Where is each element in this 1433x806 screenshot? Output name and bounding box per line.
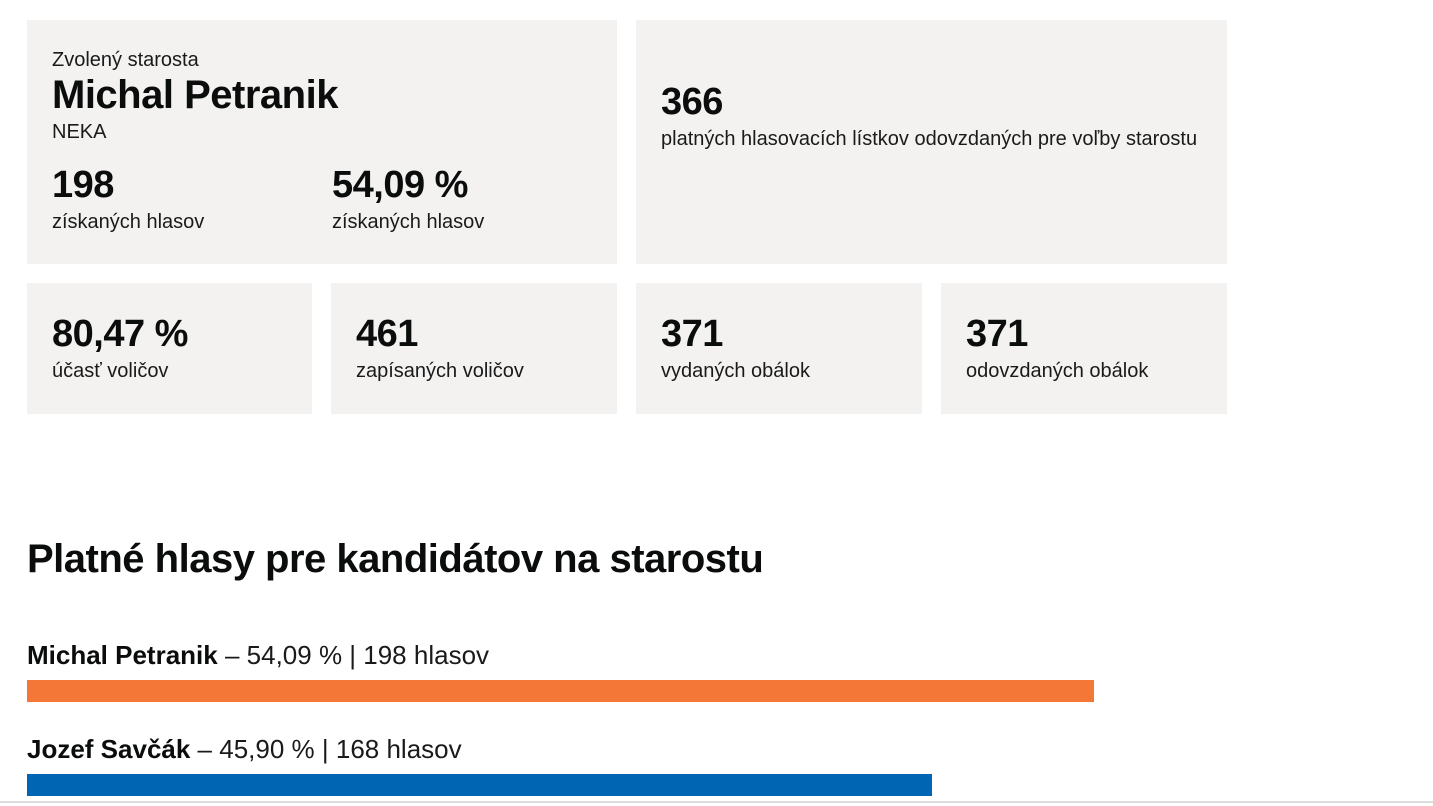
elected-mayor-card: Zvolený starosta Michal Petranik NEKA 19… (27, 20, 617, 264)
candidate-bar-track (27, 680, 1094, 702)
returned-envelopes-card: 371 odovzdaných obálok (941, 283, 1227, 414)
candidate-votes: 168 hlasov (335, 734, 462, 764)
winner-votes-label: získaných hlasov (52, 211, 205, 233)
valid-ballots-card: 366 platných hlasovacích lístkov odovzda… (636, 20, 1227, 264)
issued-envelopes-label: vydaných obálok (661, 360, 810, 382)
candidate-row: Jozef Savčák – 45,90 % | 168 hlasov (27, 733, 1094, 796)
issued-envelopes-value: 371 (661, 313, 723, 355)
bottom-divider (0, 801, 1433, 803)
elected-mayor-label: Zvolený starosta (52, 49, 199, 71)
valid-ballots-info: 366 platných hlasovacích lístkov odovzda… (661, 80, 1206, 154)
elected-mayor-party: NEKA (52, 121, 107, 143)
elected-mayor-name: Michal Petranik (52, 73, 338, 117)
candidate-votes: 198 hlasov (363, 640, 490, 670)
candidate-name: Jozef Savčák (27, 734, 191, 764)
elected-mayor-info: Zvolený starosta Michal Petranik NEKA (52, 48, 338, 144)
candidate-separator: – (190, 734, 220, 764)
candidate-bar (27, 680, 1094, 702)
registered-voters-card: 461 zapísaných voličov (331, 283, 617, 414)
candidate-summary: Jozef Savčák – 45,90 % | 168 hlasov (27, 733, 1094, 765)
candidate-bar-track (27, 774, 1094, 796)
candidate-bar (27, 774, 933, 796)
section-title: Platné hlasy pre kandidátov na starostu (27, 537, 764, 581)
winner-percent-value: 54,09 % (332, 164, 468, 206)
candidate-percent: 54,09 % (246, 640, 343, 670)
candidate-row: Michal Petranik – 54,09 % | 198 hlasov (27, 639, 1094, 702)
candidate-separator: – (217, 640, 247, 670)
turnout-label: účasť voličov (52, 360, 169, 382)
candidate-summary: Michal Petranik – 54,09 % | 198 hlasov (27, 639, 1094, 671)
turnout-value: 80,47 % (52, 313, 188, 355)
candidate-pipe: | (342, 640, 364, 670)
valid-ballots-value: 366 (661, 81, 723, 123)
candidate-pipe: | (314, 734, 336, 764)
issued-envelopes-card: 371 vydaných obálok (636, 283, 922, 414)
winner-percent-stat: 54,09 % získaných hlasov (332, 163, 484, 237)
turnout-card: 80,47 % účasť voličov (27, 283, 312, 414)
registered-voters-label: zapísaných voličov (356, 360, 524, 382)
candidate-name: Michal Petranik (27, 640, 218, 670)
winner-votes-value: 198 (52, 164, 114, 206)
returned-envelopes-label: odovzdaných obálok (966, 360, 1149, 382)
winner-percent-label: získaných hlasov (332, 211, 485, 233)
valid-ballots-label: platných hlasovacích lístkov odovzdaných… (661, 128, 1198, 150)
registered-voters-value: 461 (356, 313, 418, 355)
winner-votes-stat: 198 získaných hlasov (52, 163, 204, 237)
candidate-percent: 45,90 % (219, 734, 315, 764)
returned-envelopes-value: 371 (966, 313, 1028, 355)
